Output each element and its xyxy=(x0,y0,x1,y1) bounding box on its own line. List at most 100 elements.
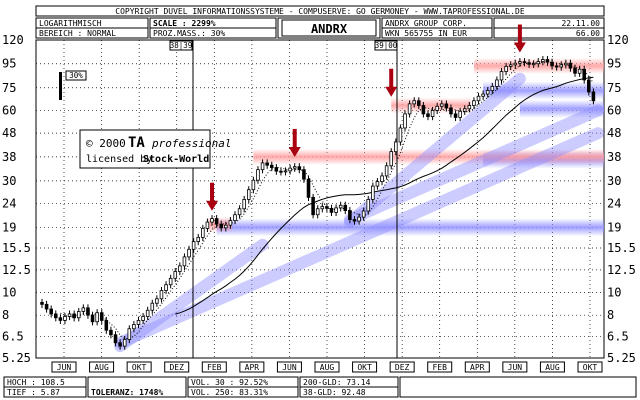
candle-body xyxy=(196,237,201,243)
pct-box-text: 30% xyxy=(69,71,83,80)
candle-body xyxy=(201,227,205,238)
candle-body xyxy=(329,207,334,213)
watermark-line1-brand: TA xyxy=(128,135,145,151)
price-bands xyxy=(207,57,605,237)
x-tick-box xyxy=(389,361,415,373)
candle-body xyxy=(513,62,518,66)
candle-body xyxy=(389,151,394,167)
candle-body xyxy=(260,162,265,171)
x-tick-box xyxy=(502,361,528,373)
candle-body xyxy=(412,100,416,105)
candle-body xyxy=(536,61,541,65)
candle-body xyxy=(155,298,159,304)
copyright-box xyxy=(35,5,605,17)
candle-body xyxy=(449,107,453,115)
candle-body xyxy=(256,169,260,181)
candle-body xyxy=(173,271,178,279)
y-tick-label-right: 19 xyxy=(607,220,621,234)
y-tick-label-left: 8 xyxy=(2,308,9,322)
marker-left: 38|39 xyxy=(170,41,193,50)
watermark-line1-prefix: © 2000 xyxy=(86,137,126,150)
candle-body xyxy=(168,277,173,286)
x-tick-box xyxy=(314,361,340,373)
footer-box-tol xyxy=(87,376,187,398)
watermark: © 2000 TA professional licensed by Stock… xyxy=(79,129,231,169)
candle-body xyxy=(352,219,357,222)
candle-body xyxy=(178,265,182,272)
watermark-line1-suffix: professional xyxy=(151,137,231,150)
candle-body xyxy=(63,316,67,321)
candle-body xyxy=(214,218,219,225)
footer-box-empty xyxy=(399,376,637,398)
footer-area: HOCH : 108.5 TIEF : 5.87 TOLERANZ: 1748%… xyxy=(3,376,637,398)
y-tick-label-left: 38 xyxy=(2,150,16,164)
y-tick-label-right: 60 xyxy=(607,103,621,117)
x-tick-label: APR xyxy=(470,363,485,372)
candle-body xyxy=(145,309,150,317)
candle-body xyxy=(58,317,63,321)
x-tick-label: DEZ xyxy=(169,363,184,372)
candle-body xyxy=(292,166,297,169)
candle-body xyxy=(481,93,485,97)
candles xyxy=(40,56,596,350)
candle-body xyxy=(564,62,568,66)
candle-body xyxy=(403,113,407,129)
candle-body xyxy=(251,179,256,191)
candle-body xyxy=(219,223,223,229)
candle-body xyxy=(67,313,72,317)
scale-text: SCALE : 2299% xyxy=(153,19,216,28)
y-tick-label-left: 48 xyxy=(2,126,16,140)
candle-body xyxy=(453,113,458,118)
y-axis-right: 5.25 6.5 8 10 12.5 15.5 19 24 30 38 48 60 75 95 120 xyxy=(607,33,636,365)
candle-body xyxy=(430,110,435,117)
candle-body xyxy=(104,320,109,331)
x-tick-label: AUG xyxy=(320,363,335,372)
signal-arrows xyxy=(206,24,526,211)
y-tick-label-left: 120 xyxy=(2,33,24,47)
candle-body xyxy=(141,316,145,321)
y-tick-label-left: 6.5 xyxy=(2,329,24,343)
candle-body xyxy=(380,175,384,182)
x-tick-box xyxy=(201,361,227,373)
y-axis-left: 5.25 6.5 8 10 12.5 15.5 19 24 30 38 48 60 75 95 120 xyxy=(2,33,31,365)
candle-body xyxy=(224,224,228,229)
candle-body xyxy=(136,320,141,325)
candle-body xyxy=(205,221,210,229)
y-tick-label-right: 8 xyxy=(607,308,614,322)
candle-body xyxy=(182,256,187,267)
y-tick-label-right: 95 xyxy=(607,57,621,71)
x-tick-label: JUN xyxy=(57,363,72,372)
candle-body xyxy=(485,90,490,95)
candle-body xyxy=(72,313,76,319)
x-tick-box xyxy=(577,361,603,373)
candle-body xyxy=(118,342,122,347)
signal-arrow-shaft xyxy=(517,24,522,45)
marker-box-left xyxy=(169,40,193,51)
candle-body xyxy=(150,302,155,311)
y-tick-label-left: 60 xyxy=(2,103,16,117)
candle-body xyxy=(357,216,361,222)
candle-body xyxy=(522,61,527,64)
candle-body xyxy=(435,105,439,111)
footer-tief: TIEF : 5.87 xyxy=(7,388,60,397)
x-tick-label: AUG xyxy=(545,363,560,372)
x-axis: JUN AUG OKT DEZ FEB APR JUN AUG OKT DEZ FEB APR JUN A… xyxy=(51,361,603,373)
candle-body xyxy=(164,284,168,291)
y-tick-label-right: 30 xyxy=(607,174,621,188)
candle-body xyxy=(274,167,279,172)
candle-body xyxy=(582,68,586,81)
candle-body xyxy=(246,189,251,200)
x-tick-box xyxy=(276,361,302,373)
candle-body xyxy=(297,166,302,171)
x-tick-label: AUG xyxy=(94,363,109,372)
x-tick-label: APR xyxy=(245,363,260,372)
candle-body xyxy=(508,64,513,67)
moving-averages xyxy=(60,61,594,340)
candle-body xyxy=(587,79,591,93)
y-tick-label-right: 120 xyxy=(607,33,629,47)
candle-body xyxy=(467,105,472,110)
candle-body xyxy=(191,241,196,250)
y-tick-label-left: 30 xyxy=(2,174,16,188)
ticker-text: ANDRX xyxy=(311,22,348,36)
